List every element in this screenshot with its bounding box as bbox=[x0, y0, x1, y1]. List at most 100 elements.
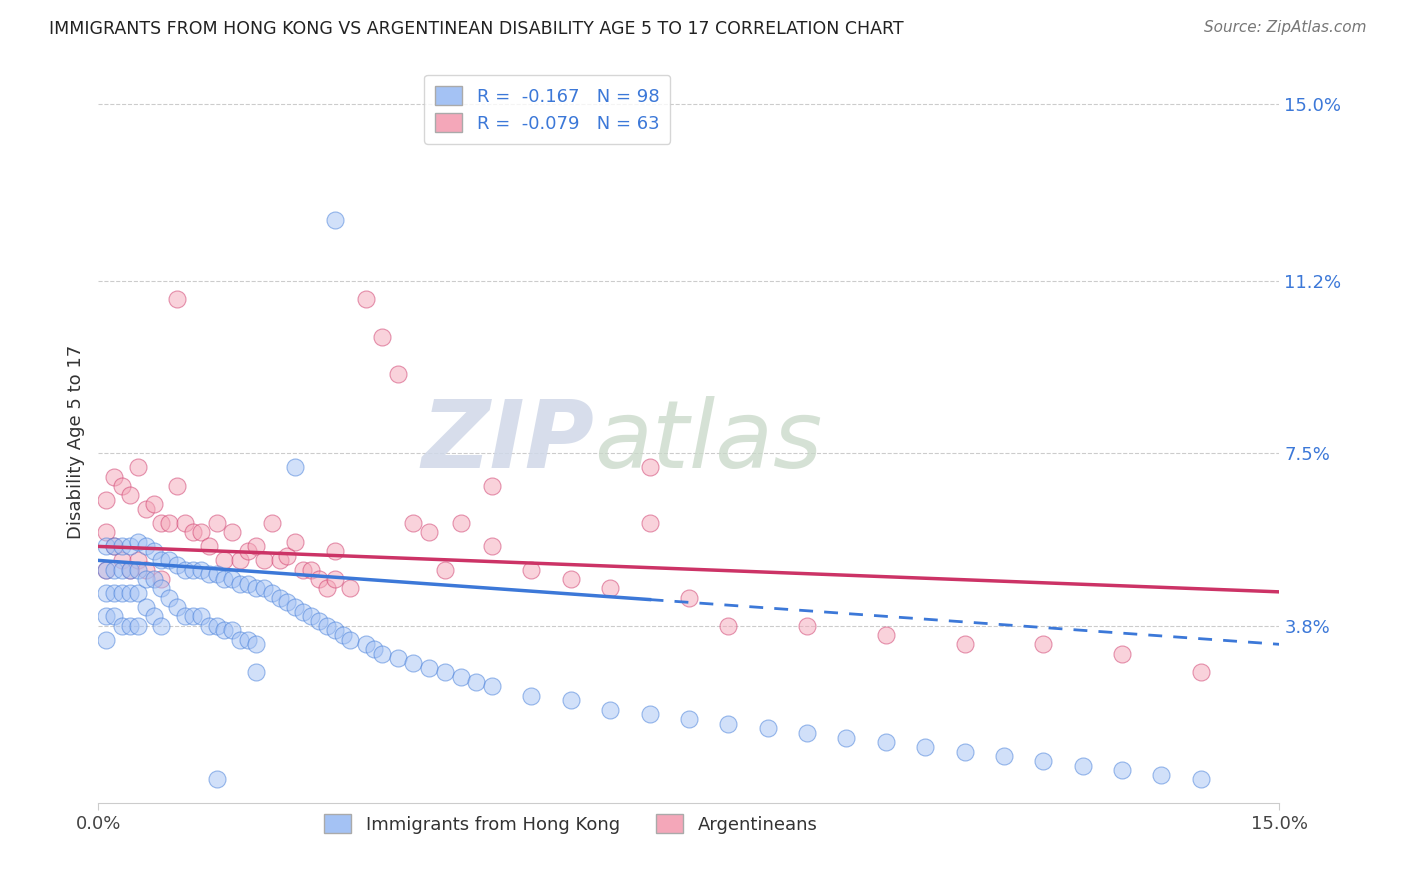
Point bbox=[433, 665, 456, 680]
Point bbox=[914, 739, 936, 754]
Point bbox=[1032, 637, 1054, 651]
Point bbox=[118, 540, 141, 554]
Point bbox=[229, 553, 252, 567]
Point bbox=[197, 618, 219, 632]
Point bbox=[418, 660, 440, 674]
Point bbox=[269, 553, 291, 567]
Point bbox=[127, 553, 149, 567]
Point bbox=[127, 460, 149, 475]
Point bbox=[638, 516, 661, 530]
Point bbox=[245, 665, 267, 680]
Point bbox=[323, 624, 346, 638]
Point bbox=[96, 563, 118, 577]
Point bbox=[292, 563, 315, 577]
Point bbox=[796, 726, 818, 740]
Point bbox=[371, 647, 394, 661]
Point bbox=[181, 609, 204, 624]
Point bbox=[157, 516, 180, 530]
Point bbox=[236, 632, 259, 647]
Point bbox=[481, 479, 503, 493]
Point bbox=[118, 563, 141, 577]
Point bbox=[1150, 768, 1173, 782]
Point bbox=[135, 572, 157, 586]
Point bbox=[96, 540, 118, 554]
Point bbox=[1111, 763, 1133, 777]
Point bbox=[150, 582, 173, 596]
Point bbox=[253, 553, 276, 567]
Point bbox=[127, 534, 149, 549]
Point bbox=[599, 582, 621, 596]
Point bbox=[96, 492, 118, 507]
Point bbox=[135, 540, 157, 554]
Point bbox=[284, 534, 307, 549]
Point bbox=[118, 586, 141, 600]
Point bbox=[157, 553, 180, 567]
Point bbox=[118, 563, 141, 577]
Point bbox=[142, 609, 165, 624]
Point bbox=[323, 544, 346, 558]
Point bbox=[717, 618, 740, 632]
Point bbox=[229, 632, 252, 647]
Point bbox=[560, 693, 582, 707]
Point bbox=[150, 572, 173, 586]
Point bbox=[363, 642, 385, 657]
Point bbox=[875, 735, 897, 749]
Point bbox=[166, 479, 188, 493]
Point bbox=[174, 516, 197, 530]
Point bbox=[142, 544, 165, 558]
Point bbox=[103, 469, 125, 483]
Point bbox=[953, 637, 976, 651]
Point bbox=[433, 563, 456, 577]
Point bbox=[205, 618, 228, 632]
Text: Source: ZipAtlas.com: Source: ZipAtlas.com bbox=[1204, 20, 1367, 35]
Point bbox=[354, 293, 377, 307]
Point bbox=[214, 572, 236, 586]
Point bbox=[181, 525, 204, 540]
Point bbox=[638, 460, 661, 475]
Point bbox=[127, 586, 149, 600]
Point bbox=[402, 656, 425, 670]
Point bbox=[135, 563, 157, 577]
Point bbox=[118, 618, 141, 632]
Point bbox=[96, 586, 118, 600]
Point bbox=[835, 731, 858, 745]
Point bbox=[221, 572, 243, 586]
Point bbox=[103, 540, 125, 554]
Point bbox=[111, 618, 134, 632]
Point bbox=[402, 516, 425, 530]
Point bbox=[332, 628, 354, 642]
Point bbox=[205, 772, 228, 787]
Point bbox=[387, 651, 409, 665]
Point bbox=[190, 609, 212, 624]
Point bbox=[221, 525, 243, 540]
Point bbox=[678, 591, 700, 605]
Point bbox=[150, 618, 173, 632]
Point bbox=[354, 637, 377, 651]
Point bbox=[142, 498, 165, 512]
Point bbox=[678, 712, 700, 726]
Point bbox=[96, 632, 118, 647]
Point bbox=[450, 670, 472, 684]
Point bbox=[166, 293, 188, 307]
Point bbox=[339, 582, 361, 596]
Point bbox=[1189, 665, 1212, 680]
Point bbox=[111, 479, 134, 493]
Point bbox=[157, 591, 180, 605]
Point bbox=[127, 563, 149, 577]
Point bbox=[599, 702, 621, 716]
Point bbox=[111, 540, 134, 554]
Point bbox=[481, 540, 503, 554]
Text: atlas: atlas bbox=[595, 396, 823, 487]
Point bbox=[166, 600, 188, 615]
Y-axis label: Disability Age 5 to 17: Disability Age 5 to 17 bbox=[66, 344, 84, 539]
Point bbox=[190, 563, 212, 577]
Point bbox=[292, 605, 315, 619]
Point bbox=[174, 609, 197, 624]
Point bbox=[236, 544, 259, 558]
Point bbox=[387, 367, 409, 381]
Point bbox=[260, 586, 283, 600]
Point bbox=[299, 609, 322, 624]
Point bbox=[520, 563, 543, 577]
Point bbox=[127, 618, 149, 632]
Point bbox=[284, 600, 307, 615]
